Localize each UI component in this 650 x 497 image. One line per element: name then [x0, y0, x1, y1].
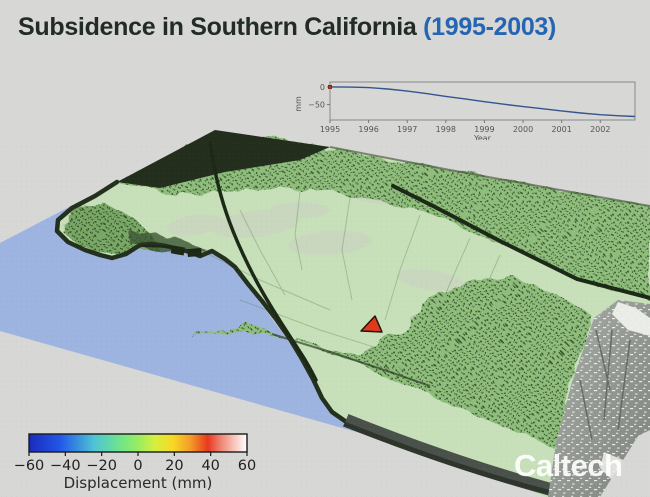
chart-start-marker	[328, 84, 332, 89]
chart-ytick: 0	[320, 83, 325, 92]
chart-xtick: 2001	[551, 125, 571, 134]
chart-xtick: 1997	[397, 125, 417, 134]
colorbar-tick: 40	[201, 458, 219, 474]
colorbar-tick: 0	[133, 458, 142, 474]
subsidence-site-marker	[360, 315, 383, 333]
colorbar-tick: −40	[50, 458, 81, 474]
caltech-watermark: Caltech	[514, 448, 623, 483]
chart-xtick: 1996	[358, 125, 378, 134]
page-title: Subsidence in Southern California (1995-…	[18, 13, 638, 42]
subsidence-time-series-chart: 0 −50 1995 1996 1997 1998 1999 2000 2001 2002 mm Ye…	[294, 81, 636, 140]
chart-ylabel: mm	[294, 96, 303, 112]
chart-plot-frame	[329, 81, 636, 121]
chart-xtick: 2000	[513, 125, 533, 134]
colorbar-tick: 60	[238, 458, 256, 474]
chart-ytick: −50	[308, 101, 325, 110]
colorbar-tick: −20	[86, 458, 117, 474]
colorbar-gradient-bar	[28, 433, 248, 453]
chart-line-ground-displacement	[329, 86, 636, 118]
chart-xtick: 1995	[320, 125, 340, 134]
colorbar-tick: −60	[14, 458, 45, 474]
chart-xtick: 1999	[474, 125, 494, 134]
title-main: Subsidence in Southern California	[18, 13, 417, 41]
chart-xlabel: Year	[473, 134, 492, 140]
chart-xtick: 2002	[590, 125, 610, 134]
colorbar-label: Displacement (mm)	[64, 474, 213, 492]
displacement-colorbar: −60 −40 −20 0 20 40 60 Displacement (mm)	[14, 433, 256, 492]
colorbar-tick: 20	[165, 458, 183, 474]
chart-xtick: 1998	[436, 125, 456, 134]
title-period: (1995-2003)	[423, 13, 557, 41]
